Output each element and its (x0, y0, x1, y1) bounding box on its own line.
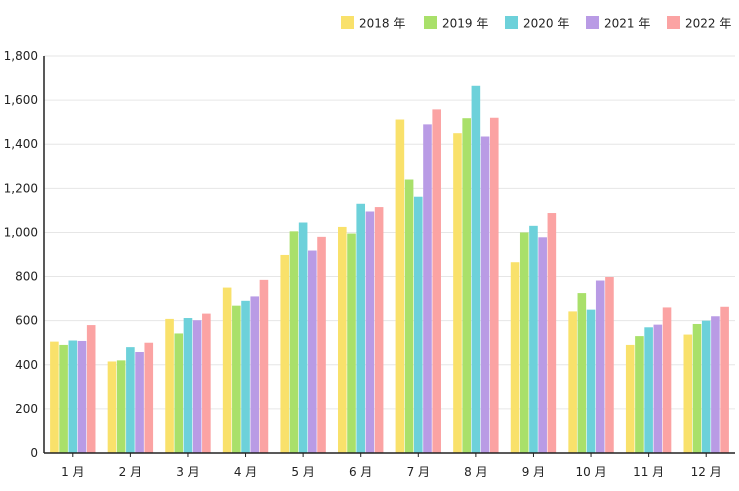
bar (202, 313, 211, 453)
legend-swatch (586, 16, 599, 29)
bar (404, 179, 414, 453)
bar (711, 316, 720, 453)
bar (395, 119, 405, 454)
x-tick-label: 4 月 (234, 465, 257, 479)
y-tick-label: 1,200 (4, 181, 38, 195)
bar (462, 118, 471, 454)
y-tick-label: 800 (15, 270, 38, 284)
bar (50, 341, 59, 453)
bar (595, 280, 605, 453)
y-tick-label: 400 (15, 358, 38, 372)
x-tick-label: 5 月 (291, 465, 314, 479)
bar (59, 344, 68, 453)
bar (662, 307, 672, 453)
x-tick-label: 7 月 (407, 465, 430, 479)
bar (289, 231, 299, 453)
y-tick-label: 1,800 (4, 49, 38, 63)
x-tick-label: 3 月 (176, 465, 199, 479)
bar (471, 85, 481, 454)
bar (644, 327, 653, 453)
bar (298, 222, 308, 453)
y-tick-label: 1,400 (4, 137, 38, 151)
bar (347, 233, 356, 453)
y-tick-label: 1,000 (4, 225, 38, 239)
bar (365, 211, 375, 453)
legend: 2018 年 2019 年 2020 年 2021 年 2022 年 (341, 16, 731, 31)
x-tick-label: 10 月 (575, 465, 606, 479)
bar (68, 340, 78, 453)
bar (577, 293, 587, 453)
legend-label: 2022 年 (685, 17, 731, 31)
bar (510, 262, 520, 453)
bar (423, 124, 432, 453)
x-tick-label: 1 月 (61, 465, 84, 479)
bar (519, 232, 529, 453)
bar (413, 196, 423, 453)
x-tick-label: 9 月 (522, 465, 545, 479)
gridlines (44, 55, 735, 410)
legend-label: 2018 年 (359, 17, 405, 31)
bar (135, 351, 144, 453)
x-tick-label: 6 月 (349, 465, 372, 479)
bar (653, 324, 663, 453)
bar (280, 254, 290, 453)
x-tick-label: 12 月 (691, 465, 722, 479)
bar (720, 306, 729, 453)
bar (568, 311, 577, 453)
bar (232, 305, 241, 453)
bar (165, 318, 174, 453)
bar (338, 226, 347, 453)
y-tick-label: 0 (30, 446, 38, 460)
x-tick-label: 11 月 (633, 465, 664, 479)
bar (635, 336, 644, 453)
bar (308, 250, 317, 453)
bar (453, 133, 462, 453)
bar (126, 347, 135, 453)
bar (489, 117, 499, 453)
bar (317, 236, 326, 453)
bar (432, 109, 441, 453)
bar (183, 318, 193, 453)
bar (241, 300, 250, 453)
bar (692, 323, 702, 453)
bar (86, 325, 96, 453)
bar (701, 320, 711, 453)
bar (356, 203, 366, 453)
x-tick-label: 8 月 (464, 465, 487, 479)
legend-swatch (505, 16, 518, 29)
bar (144, 342, 154, 453)
x-tick-label: 2 月 (119, 465, 142, 479)
bar (625, 344, 635, 453)
legend-label: 2021 年 (604, 17, 650, 31)
bar (586, 309, 596, 453)
bar (192, 320, 202, 453)
bar (250, 296, 260, 453)
y-tick-label: 600 (15, 314, 38, 328)
bar (605, 276, 614, 453)
legend-swatch (341, 16, 354, 29)
bar (77, 340, 87, 453)
legend-swatch (667, 16, 680, 29)
bar (222, 287, 232, 453)
bar (547, 213, 557, 453)
bar (683, 334, 693, 453)
bar (538, 237, 547, 453)
legend-label: 2019 年 (442, 17, 488, 31)
y-tick-label: 200 (15, 402, 38, 416)
bar (174, 333, 184, 453)
bar (529, 225, 538, 453)
y-tick-labels: 0 200 400 600 800 1,000 1,200 1,400 1,600 1,800 (4, 49, 38, 460)
bars (50, 85, 729, 454)
bar (374, 207, 384, 453)
legend-swatch (424, 16, 437, 29)
legend-label: 2020 年 (523, 17, 569, 31)
bar (480, 136, 490, 453)
x-tick-labels: 1 月 2 月 3 月 4 月 5 月 6 月 7 月 8 月 9 月 10 月 11 月 12 月 (61, 453, 722, 479)
bar (259, 279, 269, 453)
bar (107, 361, 117, 453)
bar (116, 360, 126, 453)
y-tick-label: 1,600 (4, 93, 38, 107)
